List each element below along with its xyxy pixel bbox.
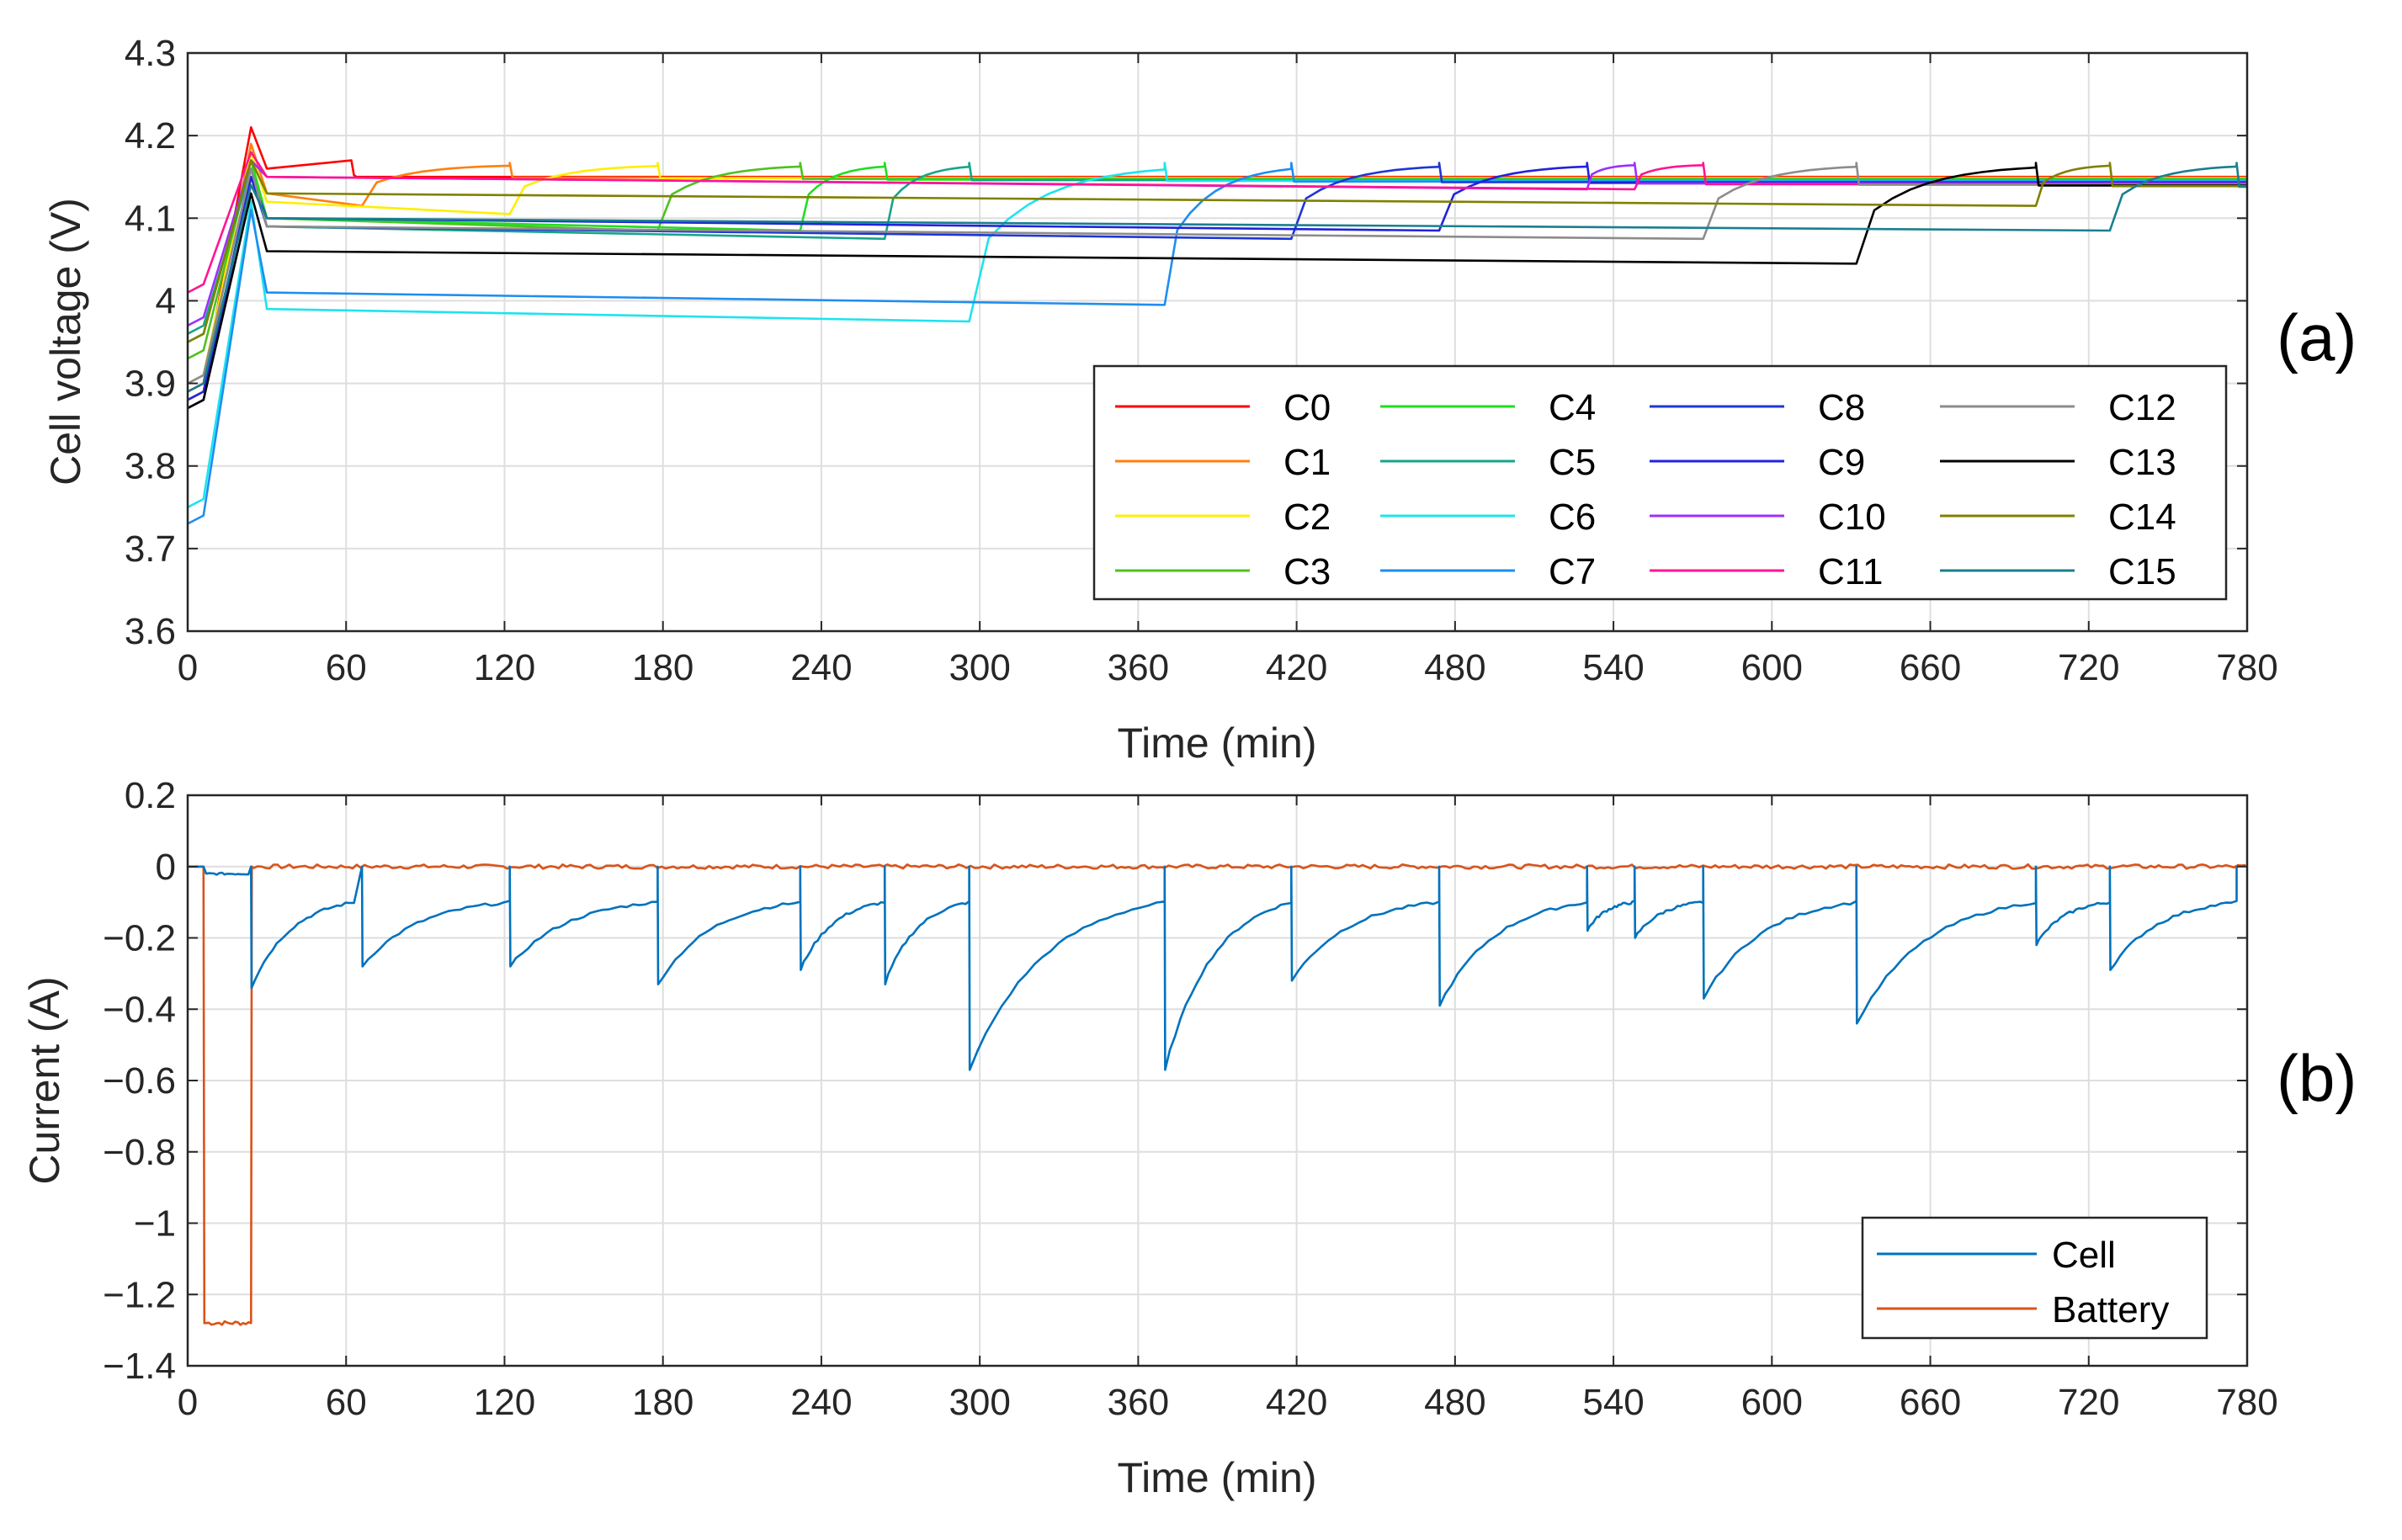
y-tick-label: −0.8 [103, 1132, 176, 1173]
panel-label-a: (a) [2277, 300, 2357, 374]
x-tick-label: 600 [1741, 647, 1803, 688]
legend-label-c9: C9 [1818, 442, 1865, 483]
series-c2 [187, 151, 2247, 385]
series-c6 [187, 162, 2247, 508]
x-tick-label: 240 [790, 647, 852, 688]
y-tick-label: 0 [156, 847, 176, 888]
y-tick-label: −0.2 [103, 918, 176, 959]
y-tick-label: 4.3 [125, 33, 176, 74]
voltage-chart: 0 60 120 180 240 300 360 420 480 540 600 660 720 780 3… [42, 33, 2357, 767]
y-tick-label: 3.9 [125, 364, 176, 405]
x-tick-label: 240 [790, 1382, 852, 1423]
legend-label-c8: C8 [1818, 387, 1865, 428]
y-tick-label: −0.6 [103, 1060, 176, 1102]
x-tick-label: 0 [178, 647, 198, 688]
x-tick-label: 420 [1266, 647, 1327, 688]
x-tick-label: 60 [326, 647, 367, 688]
legend-label-c10: C10 [1818, 497, 1886, 538]
voltage-y-axis-label: Cell voltage (V) [42, 198, 89, 486]
y-tick-label: −1.2 [103, 1274, 176, 1315]
y-tick-label: −1 [134, 1203, 176, 1245]
legend-label-battery: Battery [2052, 1289, 2169, 1330]
series-battery [188, 863, 2246, 1326]
legend-label-cell: Cell [2052, 1235, 2116, 1276]
legend-label-c4: C4 [1549, 387, 1596, 428]
y-tick-label: −0.4 [103, 989, 176, 1030]
x-tick-label: 0 [178, 1382, 198, 1423]
x-tick-label: 120 [474, 647, 535, 688]
x-tick-label: 360 [1108, 1382, 1169, 1423]
x-tick-label: 720 [2058, 647, 2119, 688]
series-c1 [187, 142, 2247, 401]
x-tick-label: 60 [326, 1382, 367, 1423]
x-tick-label: 300 [949, 1382, 1010, 1423]
series-c13 [187, 162, 2247, 410]
series-c12 [187, 162, 2247, 385]
legend-label-c3: C3 [1283, 551, 1331, 592]
voltage-axes-frame [186, 51, 2249, 633]
current-legend-box [1861, 1216, 2208, 1340]
legend-label-c1: C1 [1283, 442, 1331, 483]
x-tick-label: 720 [2058, 1382, 2119, 1423]
x-tick-label: 480 [1424, 1382, 1485, 1423]
legend-label-c5: C5 [1549, 442, 1596, 483]
y-tick-label: 3.7 [125, 528, 176, 570]
series-c11 [187, 151, 2247, 294]
y-tick-label: 4.1 [125, 198, 176, 239]
legend-label-c15: C15 [2108, 551, 2176, 592]
y-tick-label: 3.8 [125, 446, 176, 487]
current-y-axis-label: Current (A) [21, 976, 68, 1184]
x-tick-label: 540 [1582, 1382, 1644, 1423]
series-c14 [187, 159, 2247, 343]
x-tick-label: 600 [1741, 1382, 1803, 1423]
y-tick-label: 4.2 [125, 115, 176, 157]
voltage-ticks: 0 60 120 180 240 300 360 420 480 540 600 660 720 780 3… [125, 33, 2278, 688]
voltage-series-group [187, 126, 2247, 525]
current-series-group [188, 863, 2246, 1326]
y-tick-label: −1.4 [103, 1346, 176, 1387]
series-c7 [187, 162, 2247, 525]
voltage-legend: C0 C1 C2 C3 C4 C5 C6 C7 C8 C9 C10 C11 C12 C13 C14 C15 [1092, 364, 2228, 601]
legend-label-c2: C2 [1283, 497, 1331, 538]
series-c15 [187, 162, 2247, 393]
x-tick-label: 540 [1582, 647, 1644, 688]
x-tick-label: 360 [1108, 647, 1169, 688]
x-tick-label: 780 [2216, 647, 2277, 688]
current-chart: 0 60 120 180 240 300 360 420 480 540 600 660 720 780 −… [21, 775, 2357, 1501]
x-tick-label: 420 [1266, 1382, 1327, 1423]
panel-label-b: (b) [2277, 1041, 2357, 1115]
y-tick-label: 4 [156, 280, 176, 321]
current-legend: Cell Battery [1861, 1216, 2208, 1340]
x-tick-label: 180 [632, 647, 693, 688]
legend-label-c12: C12 [2108, 387, 2176, 428]
legend-label-c6: C6 [1549, 497, 1596, 538]
legend-label-c0: C0 [1283, 387, 1331, 428]
legend-label-c7: C7 [1549, 551, 1596, 592]
x-tick-label: 780 [2216, 1382, 2277, 1423]
x-tick-label: 180 [632, 1382, 693, 1423]
current-x-axis-label: Time (min) [1117, 1454, 1316, 1501]
legend-label-c11: C11 [1818, 551, 1883, 592]
voltage-x-axis-label: Time (min) [1117, 720, 1316, 767]
x-tick-label: 120 [474, 1382, 535, 1423]
voltage-legend-box [1092, 364, 2228, 601]
x-tick-label: 300 [949, 647, 1010, 688]
x-tick-label: 660 [1900, 647, 1961, 688]
legend-label-c13: C13 [2108, 442, 2176, 483]
x-tick-label: 660 [1900, 1382, 1961, 1423]
y-tick-label: 0.2 [125, 775, 176, 816]
current-ticks: 0 60 120 180 240 300 360 420 480 540 600 660 720 780 −… [103, 775, 2278, 1423]
legend-label-c14: C14 [2108, 497, 2176, 538]
x-tick-label: 480 [1424, 647, 1485, 688]
y-tick-label: 3.6 [125, 611, 176, 652]
series-cell [188, 865, 2238, 1071]
